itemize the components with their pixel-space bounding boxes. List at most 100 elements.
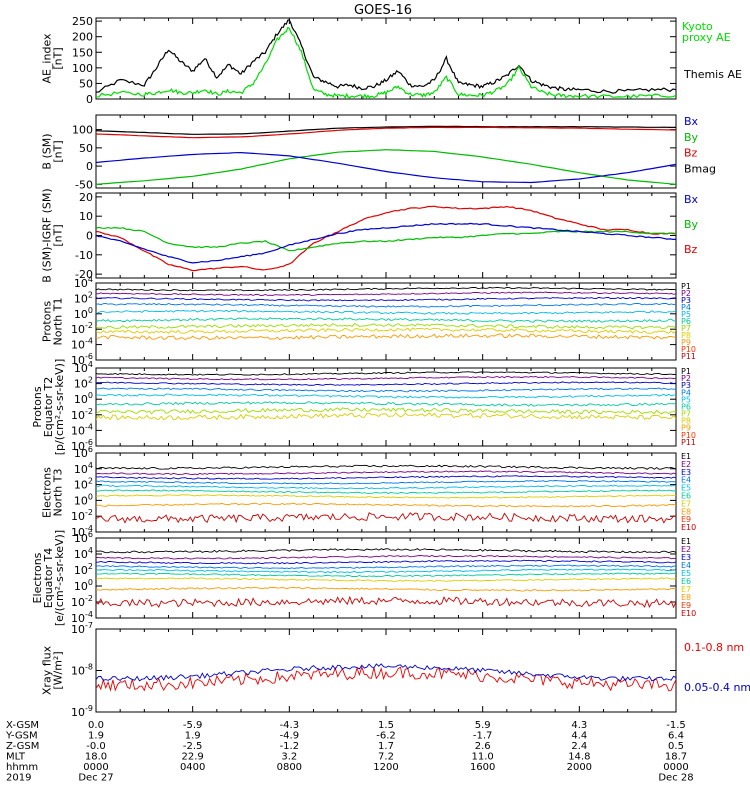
legend-label: E10 xyxy=(681,523,696,532)
series-p6 xyxy=(96,318,676,323)
x-axis-row-value: Dec 28 xyxy=(658,773,693,784)
y-axis-label: [nT] xyxy=(52,224,65,246)
series-e7 xyxy=(96,495,676,499)
x-axis-row-value: 7.2 xyxy=(378,752,394,763)
x-axis-row-value: 18.7 xyxy=(665,752,687,763)
y-tick-label: 106 xyxy=(74,530,93,545)
y-tick-label: 106 xyxy=(74,445,93,460)
y-tick-label: 50 xyxy=(79,77,93,90)
x-axis-row-value: 0.5 xyxy=(668,741,684,752)
legend-label: Bx xyxy=(684,115,699,128)
y-axis-label: [W/m²] xyxy=(52,651,65,689)
y-tick-label: 104 xyxy=(74,546,93,561)
x-axis-row-value: 0800 xyxy=(277,762,302,773)
y-tick-label: 100 xyxy=(74,391,93,406)
panel-frame xyxy=(96,18,676,99)
y-tick-label: 10-2 xyxy=(71,594,93,609)
series-e6 xyxy=(96,490,676,494)
series-p5 xyxy=(96,394,676,398)
y-tick-label: 10-9 xyxy=(71,704,93,719)
y-tick-label: 100 xyxy=(74,306,93,321)
legend-label: 0.05-0.4 nm xyxy=(684,681,750,694)
x-axis-row-value: 1.9 xyxy=(88,731,104,742)
y-tick-label: 104 xyxy=(74,360,93,375)
legend-label: P11 xyxy=(681,438,696,447)
y-axis-label: [e/(cm²-s-sr-keV)] xyxy=(53,530,66,626)
series-e2 xyxy=(96,555,676,559)
x-axis-row-label: hhmm xyxy=(6,762,38,773)
legend-label: Bz xyxy=(684,147,698,160)
panel-frame xyxy=(96,193,676,278)
series-p3 xyxy=(96,297,676,301)
panel-frame xyxy=(96,629,676,712)
x-axis-row-value: 0.0 xyxy=(88,720,104,731)
series-e8 xyxy=(96,587,676,591)
y-tick-label: 50 xyxy=(79,142,93,155)
x-axis-row-value: 4.3 xyxy=(571,720,587,731)
x-axis-row-value: 0400 xyxy=(180,762,205,773)
series-p7 xyxy=(96,324,676,329)
x-axis-row-value: -0.0 xyxy=(86,741,106,752)
panel-frame xyxy=(96,368,676,446)
x-axis-row-label: Y-GSM xyxy=(5,731,38,742)
y-tick-label: 100 xyxy=(74,578,93,593)
y-tick-label: 100 xyxy=(74,492,93,507)
series-p5 xyxy=(96,310,676,314)
y-tick-label: 10-7 xyxy=(71,621,93,636)
series-e3 xyxy=(96,476,676,480)
x-axis-row-value: 0000 xyxy=(83,762,108,773)
y-tick-label: 104 xyxy=(74,275,93,290)
series-0-1-0-8-nm xyxy=(96,667,676,691)
series-p8 xyxy=(96,328,676,333)
x-axis-row-value: -4.9 xyxy=(280,731,300,742)
series-e10 xyxy=(96,597,676,607)
y-tick-label: 0 xyxy=(86,93,93,106)
y-tick-label: 200 xyxy=(72,31,93,44)
series-group xyxy=(96,549,676,608)
plot-title: GOES-16 xyxy=(354,3,412,18)
legend-label: Bmag xyxy=(684,162,716,175)
y-tick-label: 10 xyxy=(79,210,93,223)
y-tick-label: 10-2 xyxy=(71,407,93,422)
x-axis-row-value: 1.7 xyxy=(378,741,394,752)
x-axis-row-value: 2.6 xyxy=(475,741,491,752)
x-axis-row-value: 5.9 xyxy=(475,720,491,731)
y-tick-label: 150 xyxy=(72,46,93,59)
y-tick-label: 100 xyxy=(72,124,93,137)
x-axis-row-value: -4.3 xyxy=(280,720,300,731)
series-e8 xyxy=(96,503,676,507)
series-themis-ae xyxy=(96,20,676,93)
x-axis-row-value: -2.5 xyxy=(183,741,203,752)
y-axis-label: North T1 xyxy=(52,298,65,346)
series-group xyxy=(96,126,676,184)
series-e3 xyxy=(96,560,676,564)
x-axis-row-value: 22.9 xyxy=(182,752,204,763)
x-axis-row-value: Dec 27 xyxy=(78,773,113,784)
legend-label: E10 xyxy=(681,609,696,618)
series-bx xyxy=(96,153,676,183)
x-axis-row-value: 1600 xyxy=(470,762,495,773)
y-tick-label: 0 xyxy=(86,160,93,173)
series-e1 xyxy=(96,549,676,553)
y-tick-label: 102 xyxy=(74,290,93,305)
x-axis-row-label: 2019 xyxy=(6,773,31,784)
x-axis-row-value: -1.2 xyxy=(280,741,300,752)
series-p4 xyxy=(96,388,676,392)
series-e5 xyxy=(96,485,676,489)
series-group xyxy=(96,465,676,523)
y-tick-label: 10-8 xyxy=(71,663,93,678)
legend-label: By xyxy=(684,218,699,231)
y-axis-label: [p/(cm²-s-sr-keV)] xyxy=(53,359,66,456)
series-p8 xyxy=(96,413,676,420)
x-axis-row-value: 0000 xyxy=(663,762,688,773)
legend-label: 0.1-0.8 nm xyxy=(684,641,744,654)
y-tick-label: 100 xyxy=(72,62,93,75)
series-p6 xyxy=(96,402,676,407)
